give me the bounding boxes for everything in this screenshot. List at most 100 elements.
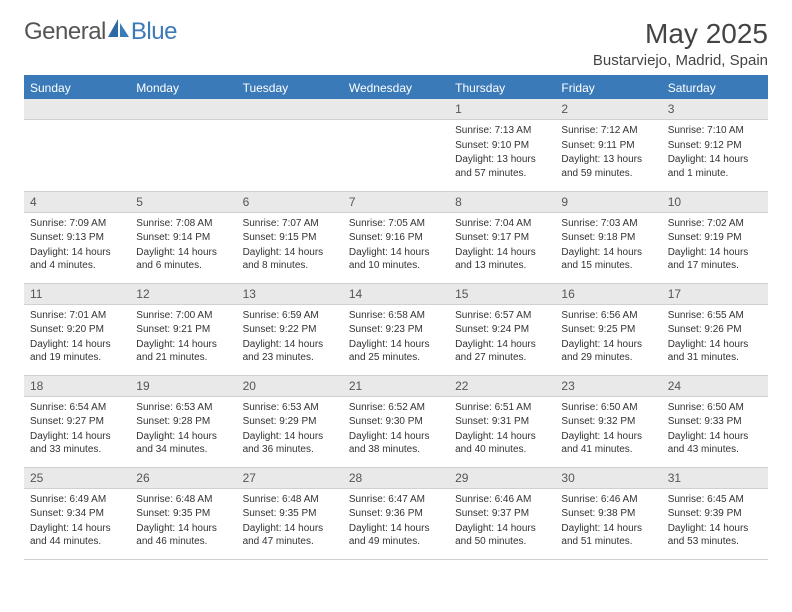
day-number: 7: [343, 192, 449, 213]
sunrise-text: Sunrise: 6:55 AM: [668, 309, 762, 323]
day-number: 26: [130, 468, 236, 489]
sunrise-text: Sunrise: 6:53 AM: [243, 401, 337, 415]
title-block: May 2025 Bustarviejo, Madrid, Spain: [593, 18, 768, 69]
day-number: 1: [449, 99, 555, 120]
sunrise-text: Sunrise: 6:52 AM: [349, 401, 443, 415]
sunset-text: Sunset: 9:39 PM: [668, 507, 762, 521]
day-number: 14: [343, 284, 449, 305]
daylight-text: Daylight: 14 hours and 21 minutes.: [136, 338, 230, 365]
day-number: 27: [237, 468, 343, 489]
sunrise-text: Sunrise: 7:01 AM: [30, 309, 124, 323]
calendar-week-row: 11Sunrise: 7:01 AMSunset: 9:20 PMDayligh…: [24, 283, 768, 375]
calendar-day-cell: 5Sunrise: 7:08 AMSunset: 9:14 PMDaylight…: [130, 191, 236, 283]
calendar-day-cell: .: [130, 99, 236, 191]
day-number: 31: [662, 468, 768, 489]
sunset-text: Sunset: 9:23 PM: [349, 323, 443, 337]
sunset-text: Sunset: 9:11 PM: [561, 139, 655, 153]
daylight-text: Daylight: 14 hours and 49 minutes.: [349, 522, 443, 549]
calendar-table: SundayMondayTuesdayWednesdayThursdayFrid…: [24, 77, 768, 560]
daylight-text: Daylight: 14 hours and 27 minutes.: [455, 338, 549, 365]
day-number: 21: [343, 376, 449, 397]
calendar-day-cell: 20Sunrise: 6:53 AMSunset: 9:29 PMDayligh…: [237, 375, 343, 467]
calendar-day-cell: 7Sunrise: 7:05 AMSunset: 9:16 PMDaylight…: [343, 191, 449, 283]
daylight-text: Daylight: 14 hours and 25 minutes.: [349, 338, 443, 365]
day-number: 9: [555, 192, 661, 213]
day-number: 22: [449, 376, 555, 397]
day-number: 23: [555, 376, 661, 397]
sunset-text: Sunset: 9:18 PM: [561, 231, 655, 245]
calendar-day-cell: 16Sunrise: 6:56 AMSunset: 9:25 PMDayligh…: [555, 283, 661, 375]
sunset-text: Sunset: 9:26 PM: [668, 323, 762, 337]
sunrise-text: Sunrise: 6:46 AM: [455, 493, 549, 507]
day-number: .: [130, 99, 236, 120]
calendar-week-row: 18Sunrise: 6:54 AMSunset: 9:27 PMDayligh…: [24, 375, 768, 467]
day-number: 30: [555, 468, 661, 489]
brand-text-2: Blue: [131, 18, 177, 46]
daylight-text: Daylight: 13 hours and 59 minutes.: [561, 153, 655, 180]
calendar-day-cell: 3Sunrise: 7:10 AMSunset: 9:12 PMDaylight…: [662, 99, 768, 191]
day-details: Sunrise: 7:02 AMSunset: 9:19 PMDaylight:…: [662, 213, 768, 276]
sunrise-text: Sunrise: 7:10 AM: [668, 124, 762, 138]
sunrise-text: Sunrise: 6:58 AM: [349, 309, 443, 323]
sunrise-text: Sunrise: 6:47 AM: [349, 493, 443, 507]
sunrise-text: Sunrise: 6:45 AM: [668, 493, 762, 507]
calendar-day-cell: 28 Sunrise: 6:47 AMSunset: 9:36 PMDayligh…: [343, 467, 449, 559]
calendar-week-row: ....1Sunrise: 7:13 AMSunset: 9:10 PMDayl…: [24, 99, 768, 191]
weekday-header-row: SundayMondayTuesdayWednesdayThursdayFrid…: [24, 77, 768, 99]
weekday-header: Tuesday: [237, 77, 343, 99]
daylight-text: Daylight: 14 hours and 44 minutes.: [30, 522, 124, 549]
sunrise-text: Sunrise: 7:09 AM: [30, 217, 124, 231]
day-details: Sunrise: 7:12 AMSunset: 9:11 PMDaylight:…: [555, 120, 661, 183]
brand-text-1: General: [24, 18, 106, 46]
day-details: Sunrise: 7:10 AMSunset: 9:12 PMDaylight:…: [662, 120, 768, 183]
day-details: Sunrise: 6:54 AMSunset: 9:27 PMDaylight:…: [24, 397, 130, 460]
day-details: Sunrise: 6:56 AMSunset: 9:25 PMDaylight:…: [555, 305, 661, 368]
sunrise-text: Sunrise: 7:00 AM: [136, 309, 230, 323]
sunset-text: Sunset: 9:25 PM: [561, 323, 655, 337]
day-number: 28: [343, 468, 449, 489]
day-number: 8: [449, 192, 555, 213]
day-number: 4: [24, 192, 130, 213]
calendar-day-cell: 13Sunrise: 6:59 AMSunset: 9:22 PMDayligh…: [237, 283, 343, 375]
sunset-text: Sunset: 9:24 PM: [455, 323, 549, 337]
day-details: Sunrise: 7:03 AMSunset: 9:18 PMDaylight:…: [555, 213, 661, 276]
weekday-header: Monday: [130, 77, 236, 99]
daylight-text: Daylight: 14 hours and 53 minutes.: [668, 522, 762, 549]
calendar-day-cell: 6Sunrise: 7:07 AMSunset: 9:15 PMDaylight…: [237, 191, 343, 283]
sunset-text: Sunset: 9:21 PM: [136, 323, 230, 337]
day-number: .: [343, 99, 449, 120]
daylight-text: Daylight: 14 hours and 47 minutes.: [243, 522, 337, 549]
sunset-text: Sunset: 9:28 PM: [136, 415, 230, 429]
daylight-text: Daylight: 14 hours and 33 minutes.: [30, 430, 124, 457]
calendar-day-cell: 22Sunrise: 6:51 AMSunset: 9:31 PMDayligh…: [449, 375, 555, 467]
day-number: 20: [237, 376, 343, 397]
day-details: Sunrise: 6:52 AMSunset: 9:30 PMDaylight:…: [343, 397, 449, 460]
calendar-day-cell: 2Sunrise: 7:12 AMSunset: 9:11 PMDaylight…: [555, 99, 661, 191]
calendar-week-row: 25Sunrise: 6:49 AMSunset: 9:34 PMDayligh…: [24, 467, 768, 559]
daylight-text: Daylight: 14 hours and 34 minutes.: [136, 430, 230, 457]
daylight-text: Daylight: 14 hours and 43 minutes.: [668, 430, 762, 457]
sunset-text: Sunset: 9:10 PM: [455, 139, 549, 153]
sunset-text: Sunset: 9:27 PM: [30, 415, 124, 429]
daylight-text: Daylight: 13 hours and 57 minutes.: [455, 153, 549, 180]
day-number: 12: [130, 284, 236, 305]
calendar-day-cell: 25Sunrise: 6:49 AMSunset: 9:34 PMDayligh…: [24, 467, 130, 559]
day-details: Sunrise: 6:45 AMSunset: 9:39 PMDaylight:…: [662, 489, 768, 552]
day-details: Sunrise: 7:05 AMSunset: 9:16 PMDaylight:…: [343, 213, 449, 276]
daylight-text: Daylight: 14 hours and 38 minutes.: [349, 430, 443, 457]
day-number: 10: [662, 192, 768, 213]
calendar-day-cell: 8Sunrise: 7:04 AMSunset: 9:17 PMDaylight…: [449, 191, 555, 283]
day-details: Sunrise: 6:49 AMSunset: 9:34 PMDaylight:…: [24, 489, 130, 552]
sunrise-text: Sunrise: 6:51 AM: [455, 401, 549, 415]
calendar-day-cell: 12 Sunrise: 7:00 AMSunset: 9:21 PMDayligh…: [130, 283, 236, 375]
day-number: .: [237, 99, 343, 120]
sunset-text: Sunset: 9:36 PM: [349, 507, 443, 521]
day-number: 24: [662, 376, 768, 397]
calendar-day-cell: 30Sunrise: 6:46 AMSunset: 9:38 PMDayligh…: [555, 467, 661, 559]
sunrise-text: Sunrise: 7:02 AM: [668, 217, 762, 231]
day-details: Sunrise: 7:01 AMSunset: 9:20 PMDaylight:…: [24, 305, 130, 368]
calendar-day-cell: 21Sunrise: 6:52 AMSunset: 9:30 PMDayligh…: [343, 375, 449, 467]
weekday-header: Thursday: [449, 77, 555, 99]
weekday-header: Saturday: [662, 77, 768, 99]
weekday-header: Sunday: [24, 77, 130, 99]
